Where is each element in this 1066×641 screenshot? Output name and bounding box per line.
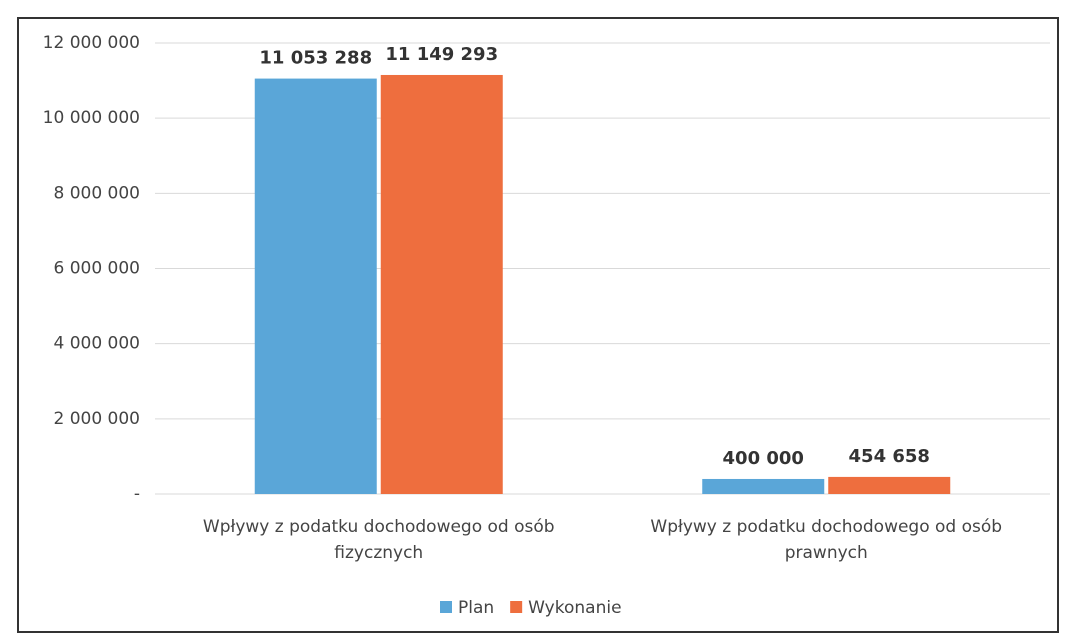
- y-tick-label: 2 000 000: [53, 409, 140, 429]
- x-tick-label: Wpływy z podatku dochodowego od osób fiz…: [202, 517, 555, 563]
- y-tick-label: 4 000 000: [53, 334, 140, 354]
- data-label: 11 053 288: [259, 48, 372, 69]
- chart-frame: [17, 17, 1059, 633]
- y-tick-label: 12 000 000: [43, 33, 140, 53]
- bar: [380, 74, 503, 494]
- y-tick-label: -: [134, 484, 140, 504]
- data-label: 400 000: [723, 448, 804, 469]
- legend-label: Plan: [458, 598, 494, 618]
- y-tick-label: 6 000 000: [53, 259, 140, 279]
- y-tick-label: 8 000 000: [53, 183, 140, 203]
- bar: [254, 78, 377, 494]
- data-label: 454 658: [849, 446, 930, 467]
- bar: [702, 478, 825, 494]
- legend-swatch: [440, 601, 452, 613]
- bar: [828, 476, 951, 494]
- y-tick-label: 10 000 000: [43, 108, 140, 128]
- legend-swatch: [510, 601, 523, 613]
- x-tick-label: Wpływy z podatku dochodowego od osób pra…: [650, 517, 1003, 563]
- data-label: 11 149 293: [385, 44, 498, 65]
- legend-label: Wykonanie: [528, 598, 621, 618]
